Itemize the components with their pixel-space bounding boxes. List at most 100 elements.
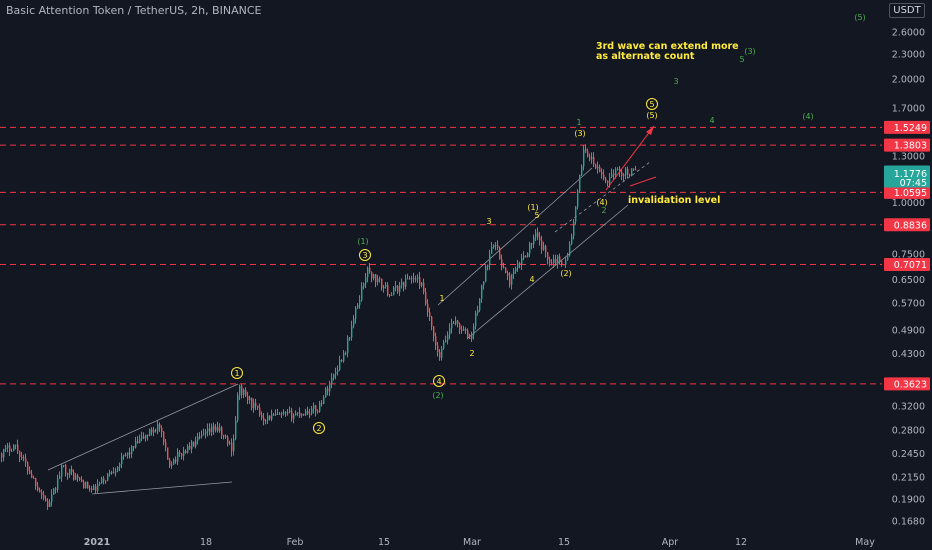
candle-body <box>325 388 327 398</box>
candle-body <box>351 325 353 338</box>
wave-label-green: (5) <box>854 13 865 22</box>
candle-body <box>245 389 247 396</box>
candle-body <box>305 411 307 415</box>
candle-body <box>565 259 567 265</box>
candle-body <box>35 477 37 487</box>
x-tick-label: May <box>855 537 875 548</box>
candle-body <box>123 454 125 457</box>
wave-label-yellow: (1) <box>527 203 538 212</box>
candle-body <box>319 402 321 412</box>
wedge-lower-line <box>91 481 233 495</box>
candle-body <box>373 274 375 279</box>
channel-lower-line <box>467 204 629 339</box>
candle-body <box>401 282 403 286</box>
candle-body <box>223 435 225 437</box>
candle-body <box>467 330 469 338</box>
candle-body <box>337 369 339 373</box>
candle-body <box>581 166 583 175</box>
candle-body <box>189 445 191 450</box>
wave-label-green: (1) <box>357 237 368 246</box>
level-price-label: 1.0595 <box>894 188 927 199</box>
y-tick-label: 0.3200 <box>892 401 925 412</box>
candle-body <box>301 414 303 416</box>
candle-body <box>149 429 151 436</box>
candle-body <box>433 326 435 337</box>
level-price-tag <box>884 138 930 152</box>
candle-body <box>451 322 453 329</box>
y-tick-label: 1.0000 <box>892 198 925 209</box>
candle-body <box>161 427 163 433</box>
candle-body <box>597 166 599 169</box>
candle-body <box>21 457 23 459</box>
candle-body <box>545 245 547 253</box>
candle-body <box>491 247 493 254</box>
candle-body <box>561 261 563 265</box>
candle-body <box>573 221 575 237</box>
candle-body <box>291 410 293 419</box>
candle-body <box>51 494 53 502</box>
candle-body <box>593 157 595 165</box>
candle-body <box>571 236 573 244</box>
candle-body <box>309 413 311 415</box>
candle-body <box>515 268 517 272</box>
candle-body <box>447 334 449 341</box>
candle-body <box>353 318 355 326</box>
candle-body <box>575 206 577 222</box>
channel-upper-line <box>437 167 593 306</box>
candle-body <box>589 156 591 160</box>
candle-body <box>423 282 425 292</box>
candle-body <box>199 436 201 438</box>
candle-body <box>629 174 631 176</box>
candle-body <box>89 488 91 490</box>
candle-body <box>145 434 147 439</box>
candle-body <box>95 486 97 491</box>
candle-body <box>343 352 345 362</box>
candle-body <box>19 450 21 458</box>
candle-body <box>39 490 41 493</box>
candle-body <box>449 328 451 335</box>
wave-label-circled: 5 <box>649 100 654 109</box>
candle-body <box>349 337 351 339</box>
candle-body <box>509 275 511 285</box>
candle-body <box>417 277 419 279</box>
candle-body <box>519 262 521 265</box>
candle-body <box>361 286 363 301</box>
candle-body <box>397 285 399 293</box>
candle-body <box>389 294 391 296</box>
candle-body <box>583 149 585 167</box>
candle-body <box>275 413 277 415</box>
candle-body <box>23 457 25 459</box>
y-tick-label: 1.7000 <box>892 103 925 114</box>
x-tick-label: Apr <box>662 537 679 548</box>
candle-body <box>523 256 525 258</box>
candle-body <box>525 256 527 258</box>
candle-body <box>177 452 179 462</box>
candle-body <box>283 412 285 414</box>
candle-body <box>203 433 205 435</box>
candle-body <box>587 151 589 157</box>
candle-body <box>627 168 629 175</box>
candle-body <box>201 434 203 437</box>
candle-body <box>193 441 195 447</box>
wave-circle <box>433 375 445 387</box>
candle-body <box>241 385 243 395</box>
candle-body <box>109 472 111 474</box>
wave-circle <box>359 249 371 261</box>
candle-body <box>11 450 13 452</box>
candle-body <box>267 415 269 421</box>
candle-body <box>163 432 165 443</box>
candle-body <box>513 271 515 274</box>
x-tick-label: Mar <box>463 537 481 548</box>
chart-title: Basic Attention Token / TetherUS, 2h, BI… <box>6 4 262 17</box>
candle-body <box>113 472 115 474</box>
candle-body <box>105 480 107 482</box>
candle-body <box>183 450 185 457</box>
candle-body <box>591 157 593 160</box>
candle-body <box>541 240 543 250</box>
y-tick-label: 2.0000 <box>892 75 925 86</box>
currency-selector[interactable]: USDT <box>889 3 925 18</box>
candle-body <box>617 168 619 170</box>
candle-body <box>357 304 359 308</box>
candle-body <box>33 477 35 479</box>
